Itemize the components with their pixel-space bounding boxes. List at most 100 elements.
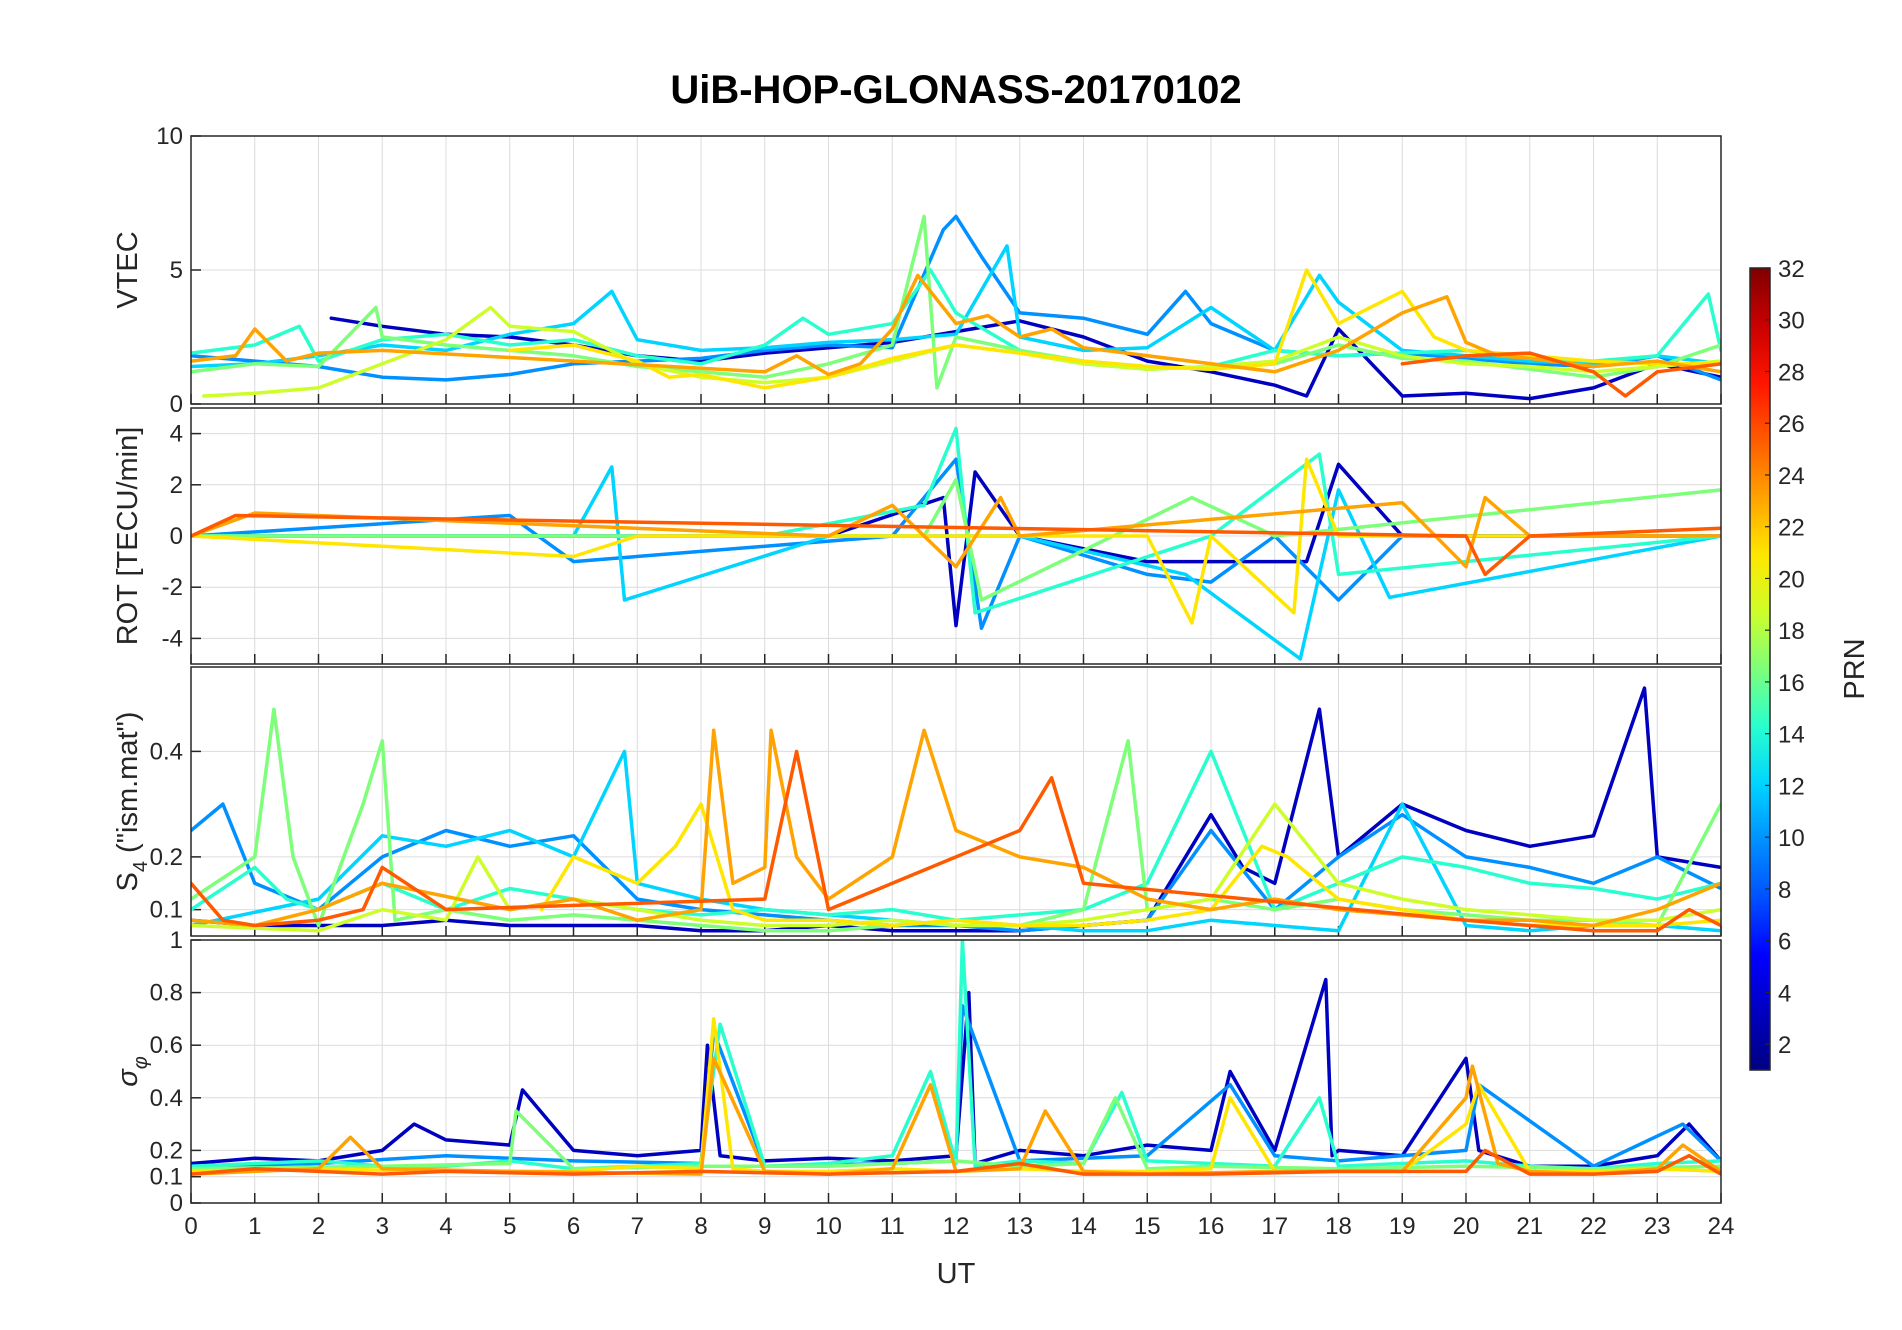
- colorbar-tick-label: 8: [1778, 877, 1791, 904]
- series-line-rot-7: [191, 513, 1721, 577]
- y-tick-label: 0.2: [150, 844, 183, 871]
- x-tick-label: 7: [631, 1213, 644, 1240]
- x-tick-label: 13: [1006, 1213, 1033, 1240]
- series-group: [191, 686, 1721, 933]
- panel-rot: -4 -2 0 2 4 ROT [TECU/min]: [112, 407, 1722, 665]
- x-tick-label: 16: [1198, 1213, 1225, 1240]
- series-line-vtec-8: [1400, 351, 1721, 398]
- x-tick-label: 21: [1516, 1213, 1543, 1240]
- y-tick-label: 0.8: [150, 980, 183, 1007]
- y-tick-label: 1: [170, 927, 183, 954]
- panel-vtec: 0 5 10 VTEC: [112, 123, 1722, 418]
- y-tick-label: 2: [170, 472, 183, 499]
- chart-title: UiB-HOP-GLONASS-20170102: [670, 68, 1241, 112]
- series-group: [191, 214, 1721, 401]
- series-line-sigma-0: [191, 977, 1721, 1168]
- y-axis-label: S4 ("ism.mat"): [112, 712, 152, 892]
- colorbar-gradient: [1749, 267, 1771, 1071]
- x-tick-label: 3: [376, 1213, 389, 1240]
- series-line-vtec-1: [191, 214, 1721, 382]
- y-tick-label: 0.1: [150, 897, 183, 924]
- colorbar-tick-label: 6: [1778, 929, 1791, 956]
- x-tick-label: 15: [1134, 1213, 1161, 1240]
- y-tick-label: 4: [170, 421, 183, 448]
- x-tick-label: 23: [1644, 1213, 1671, 1240]
- x-tick-label: 19: [1389, 1213, 1416, 1240]
- colorbar-tick-label: 18: [1778, 618, 1805, 645]
- series-line-s4-5: [191, 802, 1721, 933]
- panel-frame: [190, 407, 1722, 665]
- y-tick-label: -4: [162, 625, 183, 652]
- colorbar-tick-label: 28: [1778, 359, 1805, 386]
- colorbar-tick-label: 12: [1778, 773, 1805, 800]
- y-axis-label-subscript: 4: [130, 861, 152, 872]
- colorbar-tick-label: 10: [1778, 825, 1805, 852]
- colorbar-tick-label: 16: [1778, 670, 1805, 697]
- y-tick-label: 10: [156, 123, 183, 150]
- y-axis-label-rest: ("ism.mat"): [112, 712, 144, 861]
- series-line-rot-5: [191, 457, 1721, 625]
- x-tick-label: 11: [880, 1213, 905, 1240]
- y-tick-label: 0.2: [150, 1137, 183, 1164]
- panel-s4: 0.10.20.4S4 ("ism.mat"): [112, 666, 1722, 937]
- x-tick-label: 8: [694, 1213, 707, 1240]
- y-axis-label-main: VTEC: [112, 231, 144, 308]
- y-axis-label-main: S: [112, 872, 144, 891]
- colorbar-tick-label: 14: [1778, 722, 1805, 749]
- x-tick-label: 24: [1708, 1213, 1735, 1240]
- x-tick-label: 4: [439, 1213, 452, 1240]
- y-axis-label-main: σ: [112, 1068, 144, 1087]
- x-tick-label: 20: [1453, 1213, 1480, 1240]
- y-axis-label: VTEC: [112, 231, 144, 308]
- colorbar-tick-label: 2: [1778, 1032, 1791, 1059]
- colorbar-tick-label: 24: [1778, 463, 1805, 490]
- x-tick-label: 0: [184, 1213, 197, 1240]
- x-tick-label: 12: [943, 1213, 970, 1240]
- series-line-sigma-6: [191, 1148, 1721, 1176]
- series-line-s4-8: [191, 749, 1721, 933]
- x-tick-label: 10: [815, 1213, 842, 1240]
- y-tick-label: 0: [170, 1190, 183, 1217]
- colorbar-tick-label: 22: [1778, 515, 1805, 542]
- x-tick-label: 22: [1580, 1213, 1607, 1240]
- colorbar-tick-label: 4: [1778, 980, 1791, 1007]
- y-tick-label: 5: [170, 257, 183, 284]
- x-tick-label: 17: [1261, 1213, 1288, 1240]
- x-tick-label: 18: [1325, 1213, 1352, 1240]
- series-group: [191, 426, 1721, 661]
- y-tick-label: 0: [170, 391, 183, 418]
- x-tick-label: 6: [567, 1213, 580, 1240]
- x-tick-label: 5: [503, 1213, 516, 1240]
- colorbar-tick-label: 32: [1778, 256, 1805, 283]
- series-line-vtec-7: [191, 273, 1721, 377]
- y-tick-label: 0.4: [150, 738, 183, 765]
- y-tick-label: 0.4: [150, 1085, 183, 1112]
- series-group: [191, 940, 1721, 1176]
- y-tick-label: 0.6: [150, 1032, 183, 1059]
- series-line-s4-1: [191, 802, 1721, 933]
- y-tick-label: 0: [170, 523, 183, 550]
- colorbar-label: PRN: [1839, 638, 1871, 699]
- y-tick-label: -2: [162, 574, 183, 601]
- y-axis-label: σφ: [112, 1056, 152, 1087]
- series-line-rot-6: [191, 495, 1721, 569]
- colorbar-tick-label: 20: [1778, 566, 1805, 593]
- colorbar-tick-label: 30: [1778, 308, 1805, 335]
- x-tick-label: 2: [312, 1213, 325, 1240]
- panel-frame: [190, 939, 1722, 1204]
- panel-frame: [190, 135, 1722, 405]
- x-axis-label: UT: [937, 1258, 976, 1290]
- y-tick-label: 0.1: [150, 1164, 183, 1191]
- y-axis-label-main: ROT [TECU/min]: [112, 427, 144, 646]
- colorbar-tick-label: 26: [1778, 411, 1805, 438]
- y-axis-label: ROT [TECU/min]: [112, 427, 144, 646]
- x-tick-label: 9: [758, 1213, 771, 1240]
- x-tick-label: 14: [1070, 1213, 1097, 1240]
- panel-frame: [190, 666, 1722, 937]
- x-tick-label: 1: [248, 1213, 261, 1240]
- y-axis-label-subscript: φ: [130, 1056, 152, 1069]
